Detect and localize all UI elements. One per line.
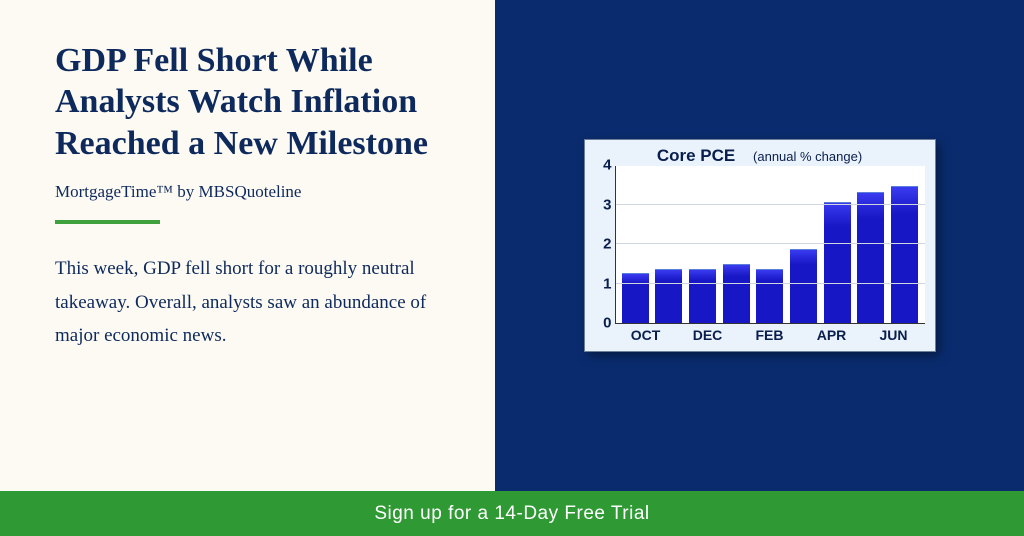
chart-bars [616, 166, 925, 323]
chart-bar [689, 269, 716, 323]
chart-title: Core PCE (annual % change) [595, 146, 925, 166]
chart-plot-area: 01234 [615, 166, 925, 324]
headline: GDP Fell Short While Analysts Watch Infl… [55, 40, 455, 164]
chart-bar [790, 249, 817, 323]
x-tick-label: FEB [739, 327, 801, 343]
y-tick-label: 1 [603, 275, 615, 292]
chart-title-sub: (annual % change) [753, 149, 862, 164]
y-tick-label: 3 [603, 196, 615, 213]
chart-title-main: Core PCE [657, 146, 735, 165]
chart-bar [723, 264, 750, 323]
x-tick-label: JUN [863, 327, 925, 343]
chart-bar [824, 202, 851, 323]
body-text: This week, GDP fell short for a roughly … [55, 252, 455, 352]
cta-bar[interactable]: Sign up for a 14-Day Free Trial [0, 491, 1024, 536]
x-tick-label: OCT [615, 327, 677, 343]
x-tick-label: DEC [677, 327, 739, 343]
main-container: GDP Fell Short While Analysts Watch Infl… [0, 0, 1024, 491]
chart-bar [891, 186, 918, 323]
y-tick-label: 4 [603, 157, 615, 174]
x-tick-label: APR [801, 327, 863, 343]
chart-x-labels: OCTDECFEBAPRJUN [615, 324, 925, 343]
chart-bar [622, 273, 649, 323]
core-pce-chart: Core PCE (annual % change) 01234 OCTDECF… [584, 139, 936, 352]
byline: MortgageTime™ by MBSQuoteline [55, 182, 455, 202]
chart-bar [655, 269, 682, 323]
cta-text: Sign up for a 14-Day Free Trial [374, 503, 649, 525]
right-panel: Core PCE (annual % change) 01234 OCTDECF… [495, 0, 1024, 491]
y-tick-label: 2 [603, 236, 615, 253]
y-tick-label: 0 [603, 315, 615, 332]
chart-bar [857, 192, 884, 323]
left-panel: GDP Fell Short While Analysts Watch Infl… [0, 0, 495, 491]
chart-bar [756, 269, 783, 323]
divider [55, 220, 160, 224]
